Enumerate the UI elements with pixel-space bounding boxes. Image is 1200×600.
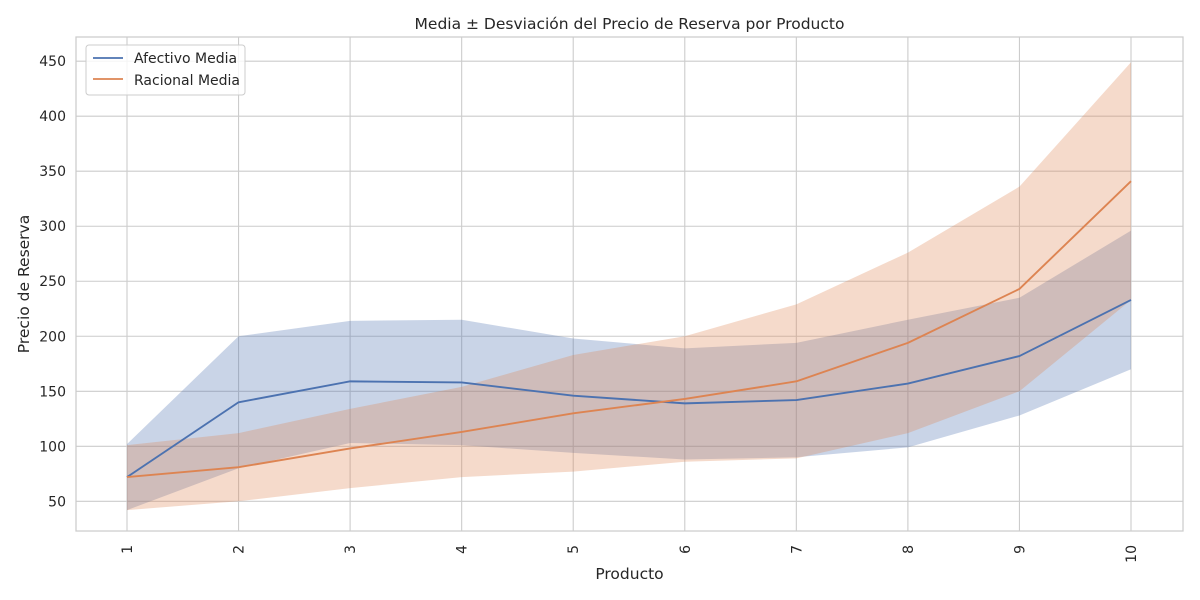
y-tick-label: 50: [48, 494, 66, 510]
line-afectivo-media: [126, 299, 1132, 478]
y-tick-label: 300: [39, 219, 66, 235]
x-tick-label: 10: [1124, 545, 1140, 563]
legend: Afectivo Media Racional Media: [85, 44, 246, 96]
series-lines: [126, 180, 1132, 479]
plot-frame: [75, 36, 1184, 532]
x-tick-label: 4: [455, 545, 471, 554]
legend-box: [85, 44, 246, 96]
y-tick-label: 250: [39, 274, 66, 290]
x-tick-label: 7: [789, 545, 805, 554]
y-tick-label: 400: [39, 109, 66, 125]
x-tick-label: 9: [1012, 545, 1028, 554]
grid: [76, 37, 1183, 531]
x-tick-label: 3: [343, 545, 359, 554]
legend-label-afectivo: Afectivo Media: [134, 51, 237, 67]
bands: [127, 62, 1131, 511]
y-tick-label: 200: [39, 329, 66, 345]
x-tick-label: 6: [678, 545, 694, 554]
y-tick-label: 100: [39, 439, 66, 455]
band-racional-media: [127, 62, 1131, 511]
x-tick-labels: 1 2 3 4 5 6 7 8 9 10: [120, 545, 1140, 563]
x-tick-label: 8: [901, 545, 917, 554]
y-axis-label: Precio de Reserva: [15, 215, 33, 353]
chart-title: Media ± Desviación del Precio de Reserva…: [415, 15, 845, 33]
x-axis-label: Producto: [595, 565, 663, 583]
y-tick-label: 450: [39, 54, 66, 70]
y-tick-labels: 50 100 150 200 250 300 350 400 450: [39, 54, 66, 510]
y-tick-label: 150: [39, 384, 66, 400]
band-afectivo-media: [127, 230, 1131, 511]
x-tick-label: 1: [120, 545, 136, 554]
line-racional-media: [126, 180, 1132, 479]
x-tick-label: 2: [232, 545, 248, 554]
x-tick-label: 5: [566, 545, 582, 554]
y-tick-label: 350: [39, 164, 66, 180]
legend-label-racional: Racional Media: [134, 73, 240, 89]
